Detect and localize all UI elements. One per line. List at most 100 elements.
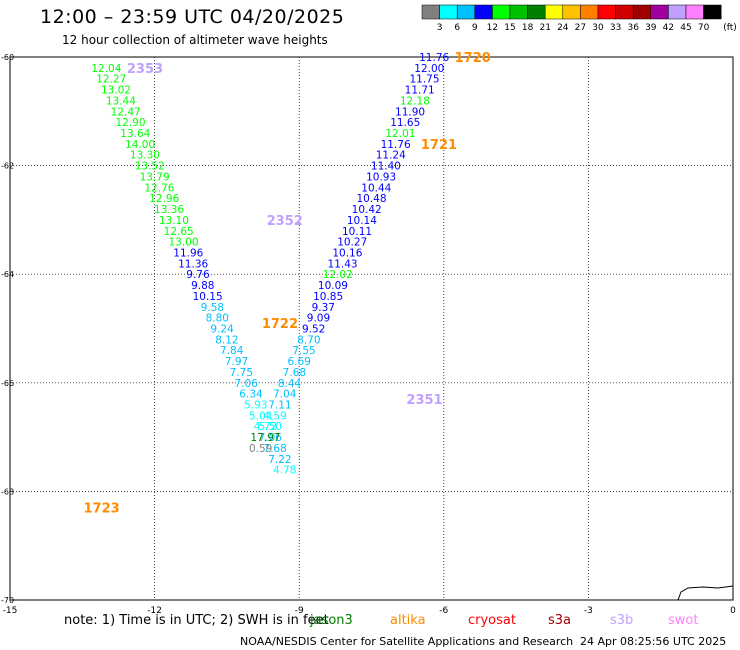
wave-height-value: 10.14	[347, 215, 377, 227]
wave-height-value: 10.16	[332, 247, 362, 259]
wave-height-value: 14.00	[125, 139, 155, 151]
coastline	[677, 585, 734, 601]
x-tick-label: 0	[730, 606, 736, 616]
legend-swatch	[703, 4, 722, 20]
y-tick-label: -68	[1, 487, 14, 496]
wave-height-value: 4.78	[273, 465, 296, 477]
y-tick-label: -70	[1, 596, 14, 605]
wave-height-value: 11.76	[381, 139, 411, 151]
track-time-label: 1720	[455, 51, 491, 66]
legend-tick-label: 24	[557, 23, 569, 33]
wave-height-value: 5.50	[259, 421, 282, 433]
sat-label-jason3: jason3	[310, 613, 353, 628]
wave-height-value: 4.72	[254, 421, 277, 433]
wave-height-value: 12.76	[144, 182, 174, 194]
footer-note: note: 1) Time is in UTC; 2) SWH is in fe…	[64, 613, 329, 628]
y-tick-label: -62	[1, 162, 14, 171]
wave-height-value: 11.43	[328, 258, 358, 270]
y-tick-label: -66	[1, 379, 14, 388]
legend-tick-label: 12	[487, 23, 498, 33]
wave-height-value: 10.48	[356, 193, 386, 205]
wave-height-value: 13.00	[168, 237, 198, 249]
wave-height-value: 8.70	[297, 334, 320, 346]
wave-height-value: 6.69	[288, 356, 311, 368]
wave-height-value: 7.06	[259, 432, 283, 444]
wave-height-value: 7.22	[268, 454, 291, 466]
legend-tick-label: 6	[454, 23, 460, 33]
wave-height-value: 10.15	[193, 291, 223, 303]
page-title: 12:00 – 23:59 UTC 04/20/2025	[40, 6, 345, 28]
legend-tick-label: 45	[680, 23, 691, 33]
wave-height-value: 12.04	[91, 63, 121, 75]
wave-height-value: 7.68	[263, 443, 286, 455]
track-time-label: 2353	[127, 62, 163, 77]
wave-height-value: 7.04	[273, 389, 297, 401]
legend-tick-label: 15	[504, 23, 515, 33]
y-tick-label: -60	[1, 53, 14, 62]
wave-height-value: 5.93	[244, 400, 267, 412]
x-tick-label: -9	[295, 606, 304, 616]
wave-height-value: 10.42	[352, 204, 382, 216]
y-tick-label: -64	[1, 270, 14, 279]
legend-tick-label: 21	[539, 23, 550, 33]
legend-tick-label: 36	[627, 23, 639, 33]
wave-height-value: 0.59	[249, 443, 272, 455]
wave-height-value: 9.76	[186, 269, 210, 281]
wave-height-value: 7.68	[283, 367, 306, 379]
wave-height-value: 9.58	[201, 302, 224, 314]
wave-height-value: 13.52	[135, 161, 165, 173]
track-time-label: 1722	[262, 317, 298, 332]
wave-height-value: 7.97	[225, 356, 248, 368]
x-tick-label: -6	[439, 606, 448, 616]
wave-height-value: 7.84	[220, 345, 244, 357]
wave-height-value: 11.36	[178, 258, 208, 270]
wave-height-value: 11.24	[376, 150, 406, 162]
legend-tick-label: 39	[645, 23, 657, 33]
x-tick-label: -15	[3, 606, 18, 616]
wave-height-value: 12.02	[323, 269, 353, 281]
wave-height-value: 12.96	[149, 193, 179, 205]
wave-height-value: 10.11	[342, 226, 372, 238]
wave-height-value: 13.30	[130, 150, 160, 162]
sat-label-s3a: s3a	[548, 613, 572, 628]
wave-height-value: 5.04	[249, 410, 273, 422]
color-legend: 3 6 9 12 15 18 21 24 27 30 33 36 39 42 45 70 (ft)	[421, 4, 737, 33]
wave-height-value: 11.71	[405, 85, 435, 97]
wave-height-value: 10.93	[366, 171, 396, 183]
wave-height-value: 10.85	[313, 291, 343, 303]
wave-height-value: 11.76	[419, 52, 449, 64]
legend-tick-label: 33	[610, 23, 621, 33]
wave-height-value: 10.27	[337, 237, 367, 249]
track-time-label: 1721	[421, 138, 457, 153]
track-time-label: 2352	[267, 214, 303, 229]
legend-tick-label: 3	[437, 23, 443, 33]
wave-height-value: 12.47	[111, 106, 141, 118]
sat-label-s3b: s3b	[610, 613, 634, 628]
legend-tick-label: 18	[522, 23, 534, 33]
wave-height-value: 13.02	[101, 85, 131, 97]
wave-height-value: 8.80	[206, 313, 229, 325]
wave-height-value: 13.44	[106, 95, 136, 107]
wave-height-value: 4.59	[263, 410, 286, 422]
sat-label-swot: swot	[668, 613, 699, 628]
wave-height-value: 11.40	[371, 161, 401, 173]
sat-label-altika: altika	[390, 613, 426, 628]
wave-height-value: 11.96	[173, 247, 203, 259]
wave-height-value: 7.11	[268, 400, 291, 412]
wave-height-value: 13.10	[159, 215, 189, 227]
wave-height-value: 17.97	[250, 432, 280, 444]
wave-height-value: 7.55	[292, 345, 315, 357]
track-time-label: 1723	[83, 502, 119, 517]
wave-height-value: 12.01	[385, 128, 415, 140]
wave-height-value: 8.44	[278, 378, 302, 390]
wave-height-value: 13.64	[120, 128, 150, 140]
page-subtitle: 12 hour collection of altimeter wave hei…	[62, 33, 328, 47]
map-frame	[9, 56, 734, 601]
wave-height-value: 7.75	[230, 367, 253, 379]
legend-tick-label: 70	[698, 23, 710, 33]
wave-height-value: 9.09	[307, 313, 330, 325]
legend-tick-label: 42	[663, 23, 674, 33]
wave-height-value: 6.34	[239, 389, 263, 401]
wave-height-value: 13.36	[154, 204, 184, 216]
